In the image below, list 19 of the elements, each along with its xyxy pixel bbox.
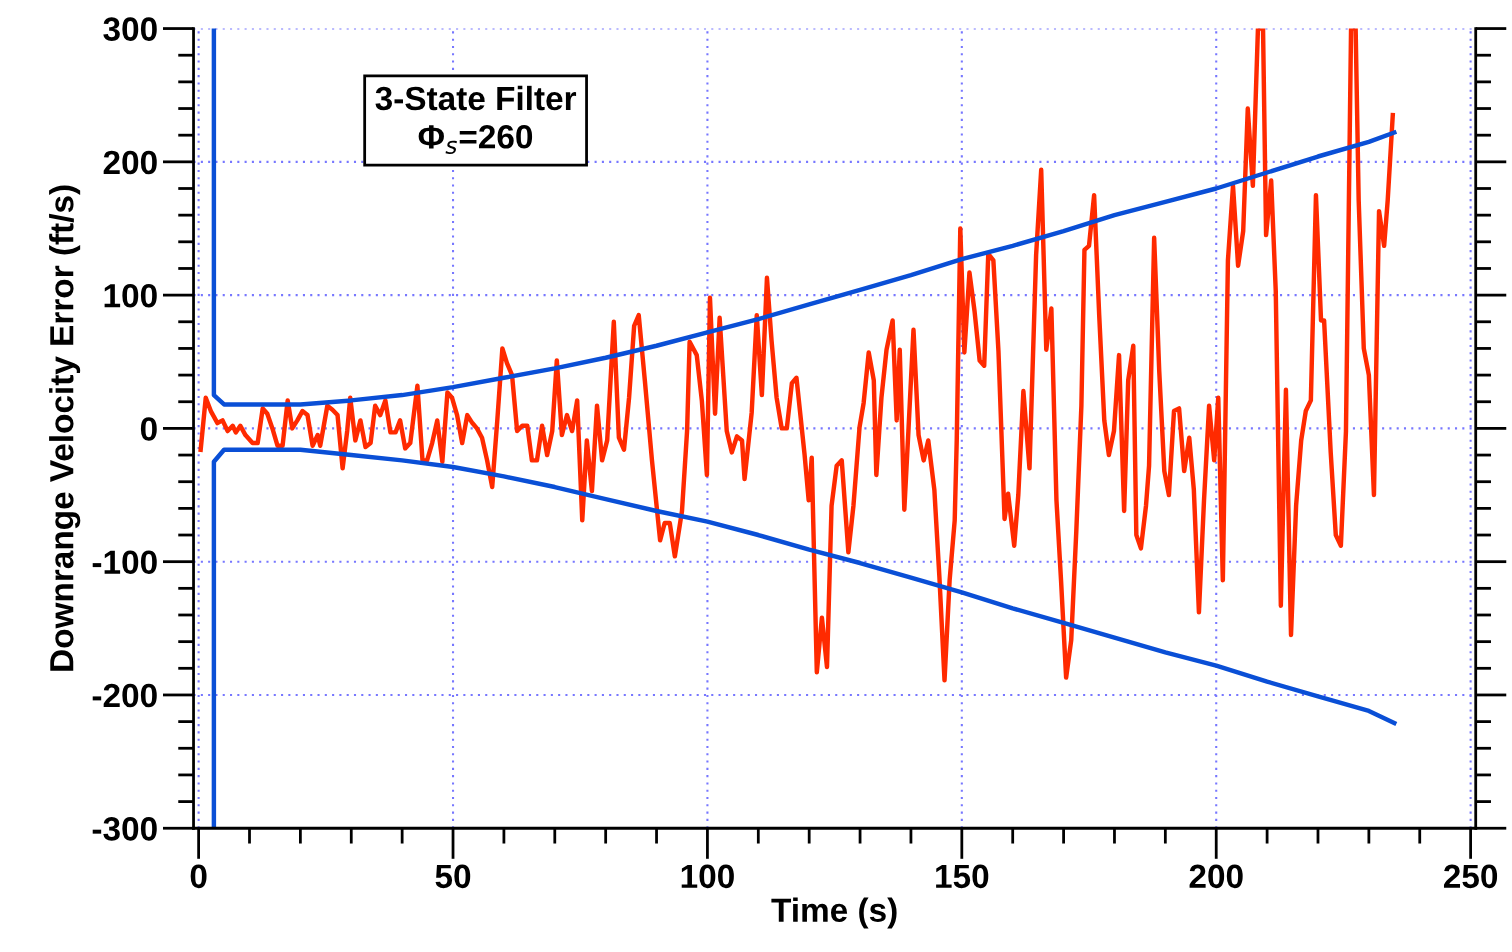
x-tick-label: 100 — [681, 864, 734, 889]
line-series — [211, 447, 1397, 829]
x-tick-label: 50 — [435, 864, 471, 889]
y-tick-label: 100 — [104, 283, 157, 308]
y-tick-label: 200 — [103, 150, 157, 175]
y-tick-label: 0 — [140, 417, 157, 441]
x-tick-label: 150 — [936, 864, 989, 889]
y-tick-label: -200 — [92, 683, 157, 708]
line-series — [198, 28, 1395, 683]
x-tick-label: 200 — [1189, 864, 1243, 889]
y-tick-label: 300 — [103, 17, 157, 42]
y-tick-label: -300 — [92, 817, 157, 841]
x-tick-label: 250 — [1443, 864, 1498, 889]
x-tick-label: 0 — [190, 864, 207, 889]
y-axis-title: Downrange Velocity Error (ft/s) — [49, 185, 81, 671]
x-axis-title: Time (s) — [771, 897, 897, 929]
line-series — [211, 28, 1397, 407]
annotation: 3-State Filter Φ$_{s}$=260 — [375, 85, 577, 155]
y-tick-label: -100 — [92, 550, 157, 575]
